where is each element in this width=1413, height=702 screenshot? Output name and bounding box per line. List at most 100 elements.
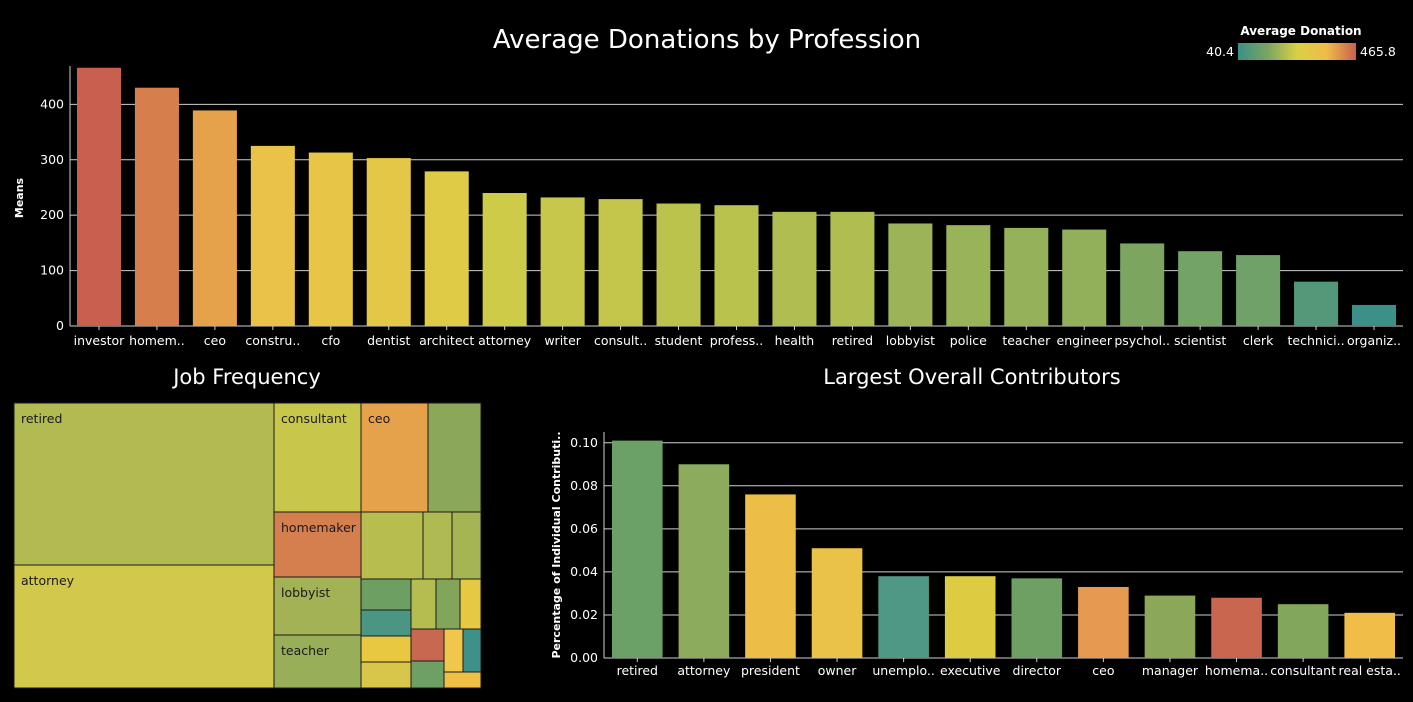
treemap-cell-11[interactable] xyxy=(410,578,437,630)
bottom-bar-7[interactable] xyxy=(1078,586,1129,658)
top-bar-19[interactable] xyxy=(1178,251,1223,326)
top-y-tick-label: 0 xyxy=(56,318,64,333)
bottom-bar-1[interactable] xyxy=(678,464,730,658)
treemap-chart: Job Frequency retired attorney consultant c… xyxy=(13,365,482,689)
top-bar-11[interactable] xyxy=(714,205,759,326)
top-x-tick-label: clerk xyxy=(1243,333,1274,348)
treemap-cell-13[interactable] xyxy=(459,578,482,630)
bottom-chart: Largest Overall Contributors Percentage … xyxy=(550,365,1403,678)
treemap-cell-12[interactable] xyxy=(435,578,461,630)
top-x-tick-label: scientist xyxy=(1174,333,1226,348)
treemap-cell-label: consultant xyxy=(281,411,347,426)
top-bar-12[interactable] xyxy=(772,211,817,326)
top-bar-18[interactable] xyxy=(1120,243,1165,326)
treemap-cell-3[interactable] xyxy=(360,402,429,513)
bottom-bar-6[interactable] xyxy=(1011,578,1063,658)
top-bar-7[interactable] xyxy=(482,193,527,326)
bottom-bar-0[interactable] xyxy=(611,440,663,658)
bottom-x-tick-label: unemplo.. xyxy=(872,663,935,678)
treemap-cell-17[interactable] xyxy=(410,628,445,662)
bottom-bar-10[interactable] xyxy=(1277,604,1329,658)
top-bar-3[interactable] xyxy=(250,145,295,326)
top-x-tick-label: homem.. xyxy=(129,333,185,348)
bottom-bar-8[interactable] xyxy=(1144,595,1196,658)
treemap-cell-10[interactable] xyxy=(360,578,412,611)
bottom-bar-9[interactable] xyxy=(1211,597,1262,658)
top-x-tick-label: psychol.. xyxy=(1114,333,1170,348)
bottom-bar-2[interactable] xyxy=(745,494,796,658)
treemap-cell-8[interactable] xyxy=(451,511,482,580)
top-bar-10[interactable] xyxy=(656,203,701,326)
treemap-cell-5[interactable] xyxy=(273,511,362,578)
top-bar-22[interactable] xyxy=(1351,304,1397,326)
treemap-cell-14[interactable] xyxy=(360,609,412,637)
treemap-cell-label: ceo xyxy=(368,411,390,426)
top-x-tick-label: health xyxy=(775,333,815,348)
treemap-cell-22[interactable] xyxy=(443,671,482,689)
legend-title: Average Donation xyxy=(1240,24,1361,38)
bottom-y-tick-label: 0.10 xyxy=(570,435,598,450)
treemap-cell-4[interactable] xyxy=(427,402,482,513)
treemap-cell-21[interactable] xyxy=(410,660,445,689)
top-bar-21[interactable] xyxy=(1294,281,1339,326)
top-x-tick-label: dentist xyxy=(367,333,410,348)
bottom-bar-4[interactable] xyxy=(878,576,929,658)
top-bar-17[interactable] xyxy=(1062,229,1107,326)
top-x-tick-label: engineer xyxy=(1057,333,1113,348)
bottom-chart-grid xyxy=(603,432,1403,659)
top-bar-8[interactable] xyxy=(540,197,585,326)
bottom-x-tick-label: attorney xyxy=(677,663,731,678)
top-x-tick-label: student xyxy=(655,333,703,348)
top-chart-title: Average Donations by Profession xyxy=(493,25,921,55)
treemap-cell-0[interactable] xyxy=(13,402,275,566)
top-bar-2[interactable] xyxy=(192,110,237,326)
top-bar-0[interactable] xyxy=(76,67,122,326)
treemap-cell-6[interactable] xyxy=(360,511,424,580)
bottom-x-tick-label: homema.. xyxy=(1205,663,1268,678)
top-bar-9[interactable] xyxy=(598,199,643,326)
top-bar-16[interactable] xyxy=(1004,227,1049,326)
top-x-tick-label: technici.. xyxy=(1288,333,1345,348)
bottom-chart-x-ticks: retired attorney president owner unemplo.. ex… xyxy=(617,658,1401,678)
treemap-cell-7[interactable] xyxy=(422,511,453,580)
bottom-bar-3[interactable] xyxy=(811,548,863,658)
top-bar-4[interactable] xyxy=(308,152,353,326)
bottom-y-tick-label: 0.00 xyxy=(570,650,598,665)
bottom-chart-title: Largest Overall Contributors xyxy=(823,365,1120,389)
top-bar-14[interactable] xyxy=(888,223,933,326)
top-x-tick-label: constru.. xyxy=(245,333,300,348)
treemap-title: Job Frequency xyxy=(171,365,321,389)
bottom-bar-5[interactable] xyxy=(944,576,996,658)
bottom-y-tick-label: 0.02 xyxy=(570,607,598,622)
top-bar-1[interactable] xyxy=(134,87,179,326)
top-bar-20[interactable] xyxy=(1236,255,1281,326)
top-y-tick-label: 400 xyxy=(40,96,64,111)
bottom-x-tick-label: real esta.. xyxy=(1339,663,1401,678)
top-chart: Average Donations by Profession Means 0 1… xyxy=(13,25,1403,348)
treemap-cell-20[interactable] xyxy=(360,661,412,689)
treemap-cell-18[interactable] xyxy=(443,628,464,673)
top-x-tick-label: police xyxy=(950,333,987,348)
bottom-chart-bars xyxy=(611,440,1396,658)
treemap-cell-2[interactable] xyxy=(273,402,362,513)
bottom-x-tick-label: executive xyxy=(940,663,1001,678)
treemap-cell-19[interactable] xyxy=(462,628,482,673)
bottom-x-tick-label: retired xyxy=(617,663,658,678)
bottom-x-tick-label: owner xyxy=(818,663,857,678)
top-x-tick-label: ceo xyxy=(204,333,226,348)
treemap-cell-1[interactable] xyxy=(13,564,275,689)
legend-min-label: 40.4 xyxy=(1206,44,1234,59)
top-bar-13[interactable] xyxy=(830,211,875,326)
top-bar-6[interactable] xyxy=(424,171,469,326)
bottom-x-tick-label: director xyxy=(1013,663,1062,678)
treemap-cell-16[interactable] xyxy=(360,635,412,663)
top-x-tick-label: architect xyxy=(419,333,474,348)
treemap-cell-15[interactable] xyxy=(273,634,362,689)
top-bar-5[interactable] xyxy=(366,158,411,326)
bottom-y-tick-label: 0.06 xyxy=(570,521,598,536)
bottom-bar-11[interactable] xyxy=(1344,612,1396,658)
bottom-chart-y-axis-label: Percentage of Individual Contributi.. xyxy=(550,431,563,658)
top-bar-15[interactable] xyxy=(946,225,991,326)
top-x-tick-label: consult.. xyxy=(594,333,647,348)
bottom-y-tick-label: 0.08 xyxy=(570,478,598,493)
